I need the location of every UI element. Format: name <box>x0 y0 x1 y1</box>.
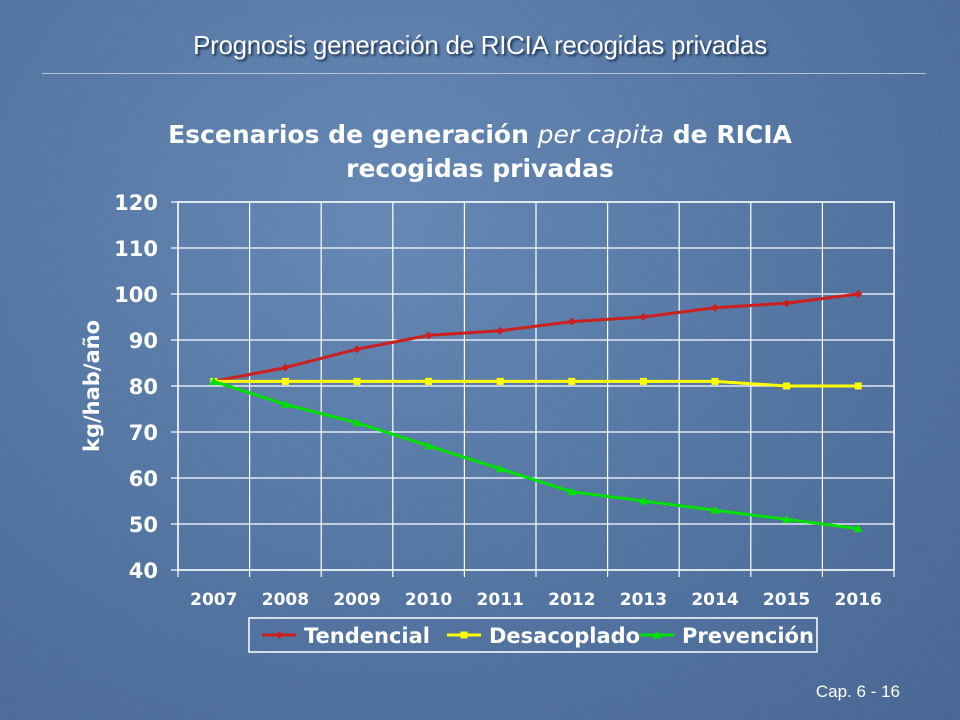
data-point <box>353 377 361 385</box>
data-point <box>567 317 576 326</box>
data-point <box>209 376 219 385</box>
data-point <box>711 303 719 312</box>
chart-title-part-2: per capita <box>537 120 665 149</box>
y-tick-label: 100 <box>114 283 158 307</box>
y-tick-label: 120 <box>114 191 158 215</box>
data-point <box>425 377 433 385</box>
data-point <box>496 377 504 385</box>
legend-label: Desacoplado <box>489 624 640 648</box>
legend-swatch-marker <box>652 630 662 639</box>
data-point <box>280 399 290 408</box>
data-point <box>710 505 720 514</box>
x-tick-label: 2013 <box>620 590 667 610</box>
chart-title-part-1: Escenarios de generación <box>168 120 538 149</box>
x-tick-label: 2007 <box>190 590 237 610</box>
x-tick-label: 2016 <box>835 590 882 610</box>
x-tick-label: 2011 <box>477 590 524 610</box>
data-point <box>567 487 577 496</box>
data-point <box>853 524 863 533</box>
title-divider <box>42 73 926 74</box>
legend-label: Tendencial <box>304 624 430 648</box>
x-tick-label: 2015 <box>763 590 810 610</box>
x-tick-label: 2012 <box>548 590 595 610</box>
x-tick-label: 2008 <box>262 590 309 610</box>
series-desacoplado <box>210 377 862 390</box>
y-tick-label: 80 <box>129 375 158 399</box>
data-point <box>639 313 648 321</box>
series-line <box>213 379 859 388</box>
x-tick-label: 2010 <box>405 590 452 610</box>
y-tick-label: 90 <box>129 329 158 353</box>
data-point <box>854 290 863 298</box>
data-point <box>638 496 648 505</box>
data-point <box>782 299 791 308</box>
data-point <box>711 377 719 385</box>
chart-title: Escenarios de generación per capita de R… <box>120 118 840 186</box>
y-tick-label: 60 <box>129 467 158 491</box>
data-point <box>424 331 433 340</box>
y-tick-label: 70 <box>129 421 158 445</box>
legend-label: Prevención <box>682 624 814 648</box>
data-point <box>424 441 434 450</box>
x-tick-label: 2014 <box>691 590 738 610</box>
data-point <box>352 418 362 427</box>
data-point <box>854 382 862 390</box>
legend-swatch-marker <box>275 631 283 639</box>
data-point <box>568 377 576 385</box>
legend: Tendencial Desacoplado Prevención <box>248 617 818 653</box>
slide-title: Prognosis generación de RICIA recogidas … <box>193 30 767 60</box>
y-tick-label: 110 <box>114 237 158 261</box>
data-point <box>496 326 505 335</box>
data-point <box>281 377 289 385</box>
x-tick-label: 2009 <box>333 590 380 610</box>
legend-box <box>248 617 818 653</box>
data-point <box>782 514 792 523</box>
page-number: Cap. 6 - 16 <box>815 682 900 701</box>
series-line <box>213 292 859 383</box>
data-point <box>353 345 361 354</box>
y-tick-label: 40 <box>129 559 158 583</box>
series-line <box>213 379 859 531</box>
y-axis-label: kg/hab/año <box>80 320 104 452</box>
data-point <box>783 382 791 390</box>
legend-swatch-marker <box>460 631 468 639</box>
y-tick-label: 50 <box>129 513 158 537</box>
data-point <box>639 377 647 385</box>
series-prevención <box>209 376 863 533</box>
data-point <box>495 464 505 473</box>
chart-title-part-3: de RICIA recogidas privadas <box>346 120 792 183</box>
data-point <box>281 363 290 372</box>
